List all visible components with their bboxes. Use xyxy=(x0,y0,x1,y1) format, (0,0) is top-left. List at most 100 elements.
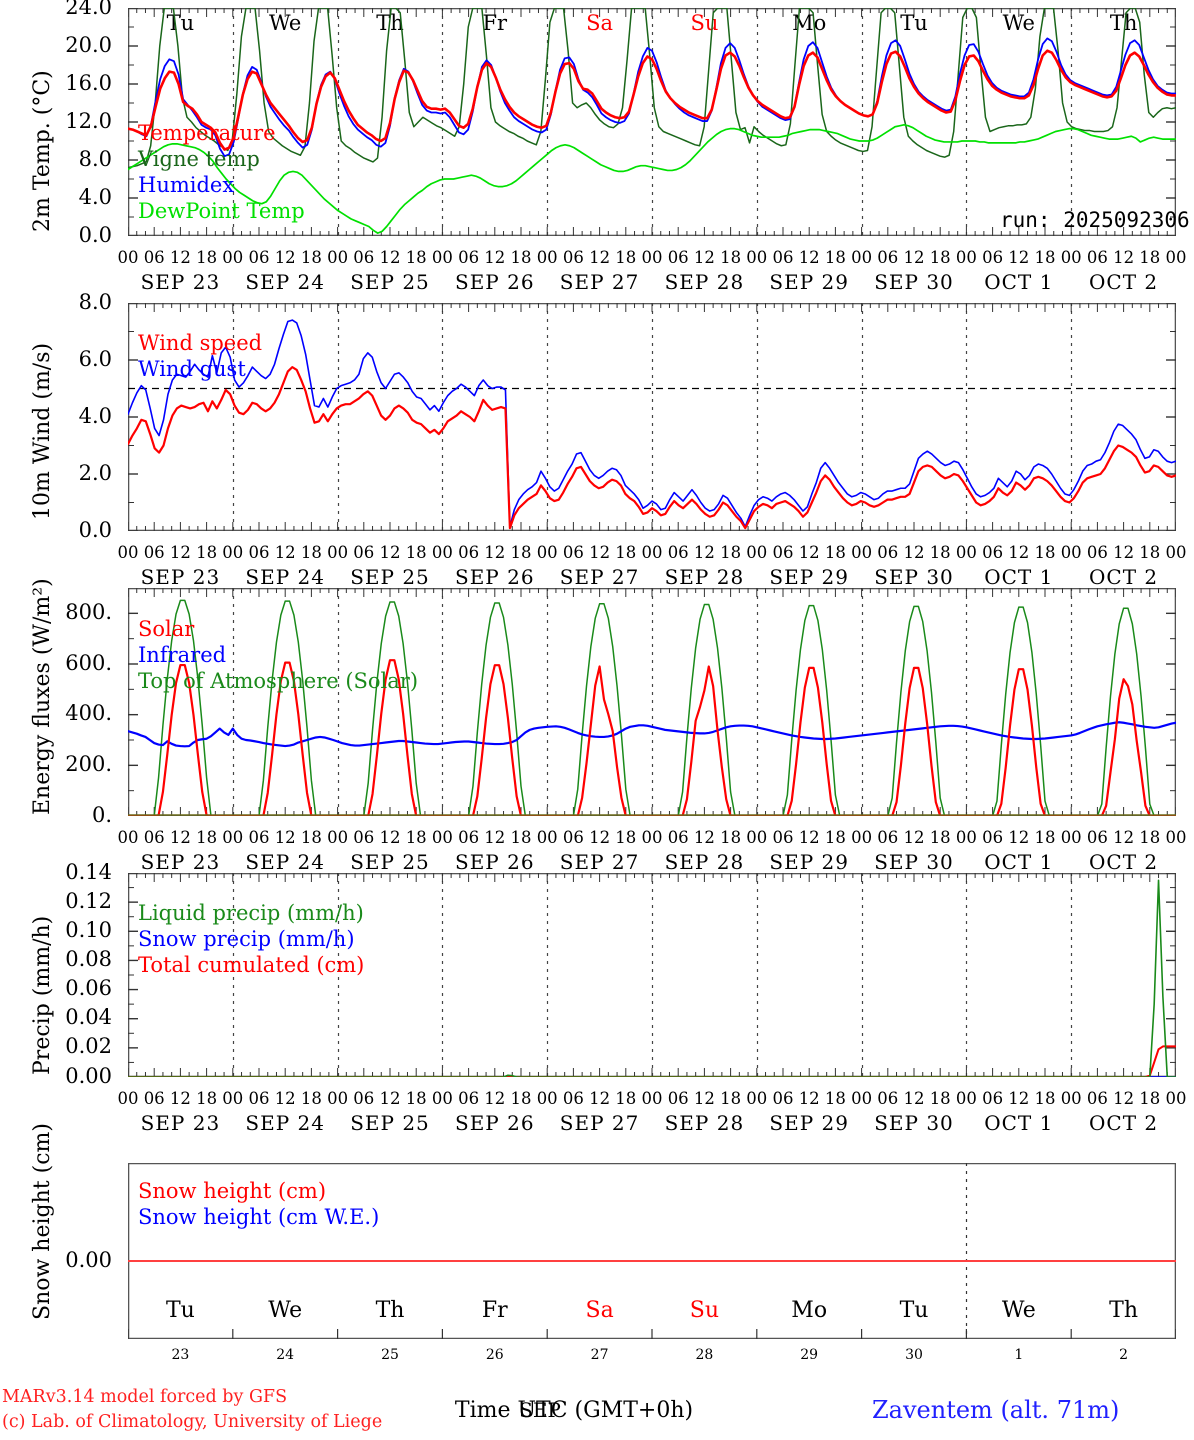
hour-tick-label: 18 xyxy=(615,543,637,562)
hour-tick-label: 18 xyxy=(1139,248,1161,267)
hour-tick-label: 18 xyxy=(405,543,427,562)
hour-tick-label: 00 xyxy=(1165,543,1187,562)
y-tick-label: 8.0 xyxy=(78,146,112,171)
hour-tick-label: 06 xyxy=(143,248,165,267)
day-label: SEP 26 xyxy=(455,565,535,589)
snow-dow-label-we: We xyxy=(1002,1298,1036,1323)
y-tick-label: 4.0 xyxy=(78,184,112,209)
hour-tick-label: 06 xyxy=(772,543,794,562)
day-number-label: 2 xyxy=(1119,1347,1129,1363)
legend-solar: Solar xyxy=(138,617,195,641)
hour-tick-label: 12 xyxy=(693,248,715,267)
hour-tick-label: 18 xyxy=(196,1089,218,1108)
hour-tick-label: 12 xyxy=(693,1089,715,1108)
hour-tick-label: 12 xyxy=(903,543,925,562)
y-tick-label: 16.0 xyxy=(65,70,112,95)
y-tick-label: 8.0 xyxy=(78,289,112,314)
hour-tick-label: 12 xyxy=(589,1089,611,1108)
day-label: SEP 30 xyxy=(874,270,954,294)
hour-tick-label: 00 xyxy=(117,828,139,847)
hour-tick-label: 12 xyxy=(274,828,296,847)
hour-tick-label: 12 xyxy=(169,248,191,267)
hour-tick-label: 12 xyxy=(169,543,191,562)
y-tick-label: 0.00 xyxy=(65,1063,112,1088)
hour-tick-label: 00 xyxy=(746,248,768,267)
day-label: SEP 29 xyxy=(769,1111,849,1135)
hour-tick-label: 18 xyxy=(824,543,846,562)
hour-tick-label: 06 xyxy=(1086,543,1108,562)
legend-liquid-precip: Liquid precip (mm/h) xyxy=(138,901,364,925)
station-label: Zaventem (alt. 71m) xyxy=(872,1396,1120,1424)
energy-legend: Solar Infrared Top of Atmosphere (Solar) xyxy=(138,616,418,694)
hour-tick-label: 06 xyxy=(1086,248,1108,267)
hour-tick-label: 06 xyxy=(458,248,480,267)
legend-snow-height: Snow height (cm) xyxy=(138,1179,327,1203)
hour-tick-label: 12 xyxy=(379,828,401,847)
hour-tick-label: 06 xyxy=(353,248,375,267)
hour-tick-label: 00 xyxy=(536,828,558,847)
snow-dow-label-mo: Mo xyxy=(791,1298,827,1323)
energy-x-axis: 00 06 12 18 00 06 12 18 00 06 12 18 00 06 12 18 00 06 12 18… xyxy=(118,824,1187,874)
day-label: OCT 2 xyxy=(1089,565,1159,589)
hour-tick-label: 00 xyxy=(1165,1089,1187,1108)
hour-tick-label: 06 xyxy=(667,543,689,562)
day-label: SEP 27 xyxy=(559,565,640,589)
temp-y-axis-label: 2m Temp. (°C) xyxy=(30,70,55,232)
day-label: SEP 26 xyxy=(455,1111,535,1135)
hour-tick-label: 00 xyxy=(641,828,663,847)
hour-tick-label: 00 xyxy=(327,1089,349,1108)
hour-tick-label: 18 xyxy=(510,248,532,267)
snow-dow-label-we: We xyxy=(268,1298,302,1323)
energy-fluxes-panel xyxy=(128,588,1176,816)
hour-tick-label: 00 xyxy=(641,248,663,267)
hour-tick-label: 18 xyxy=(405,1089,427,1108)
hour-tick-label: 18 xyxy=(720,248,742,267)
hour-tick-label: 12 xyxy=(274,1089,296,1108)
hour-tick-label: 00 xyxy=(431,248,453,267)
hour-tick-label: 12 xyxy=(379,1089,401,1108)
dow-label-tu: Tu xyxy=(900,11,928,35)
dow-label-tu: Tu xyxy=(167,11,195,35)
y-tick-label: 4.0 xyxy=(78,403,112,428)
hour-tick-label: 12 xyxy=(798,248,820,267)
hour-tick-label: 12 xyxy=(693,828,715,847)
day-label: OCT 1 xyxy=(984,270,1054,294)
day-label: SEP 25 xyxy=(350,270,430,294)
y-tick-label: 0.06 xyxy=(65,976,112,1001)
hour-tick-label: 12 xyxy=(903,828,925,847)
hour-tick-label: 00 xyxy=(746,1089,768,1108)
hour-tick-label: 00 xyxy=(955,828,977,847)
hour-tick-label: 00 xyxy=(851,1089,873,1108)
day-number-label: 26 xyxy=(485,1347,504,1363)
hour-tick-label: 00 xyxy=(746,828,768,847)
hour-tick-label: 00 xyxy=(536,543,558,562)
y-tick-label: 0.0 xyxy=(78,517,112,542)
day-label: SEP 27 xyxy=(559,850,640,874)
hour-tick-label: 12 xyxy=(693,543,715,562)
run-label: run: 2025092306 xyxy=(1000,208,1190,232)
hour-tick-label: 18 xyxy=(510,828,532,847)
dow-label-we: We xyxy=(269,11,301,35)
hour-tick-label: 18 xyxy=(615,828,637,847)
hour-tick-label: 12 xyxy=(903,1089,925,1108)
hour-tick-label: 18 xyxy=(824,1089,846,1108)
hour-tick-label: 00 xyxy=(431,828,453,847)
y-tick-label: 12.0 xyxy=(65,108,112,133)
day-label: SEP 26 xyxy=(455,270,535,294)
hour-tick-label: 06 xyxy=(982,248,1004,267)
day-number-label: 27 xyxy=(590,1347,609,1363)
hour-tick-label: 00 xyxy=(955,543,977,562)
day-label: SEP 25 xyxy=(350,850,430,874)
wind-x-axis: 00 06 12 18 00 06 12 18 00 06 12 18 00 06 12 18 00 06 12 18… xyxy=(118,539,1187,589)
hour-tick-label: 18 xyxy=(929,543,951,562)
hour-tick-label: 06 xyxy=(667,828,689,847)
hour-tick-label: 00 xyxy=(851,543,873,562)
hour-tick-label: 18 xyxy=(300,248,322,267)
hour-tick-label: 00 xyxy=(1060,828,1082,847)
hour-tick-label: 06 xyxy=(458,1089,480,1108)
y-tick-label: 200. xyxy=(65,751,112,776)
legend-wind-gust: Wind gust xyxy=(138,357,246,381)
y-tick-label: 0.04 xyxy=(65,1005,112,1030)
day-label: OCT 1 xyxy=(984,850,1054,874)
hour-tick-label: 12 xyxy=(798,828,820,847)
